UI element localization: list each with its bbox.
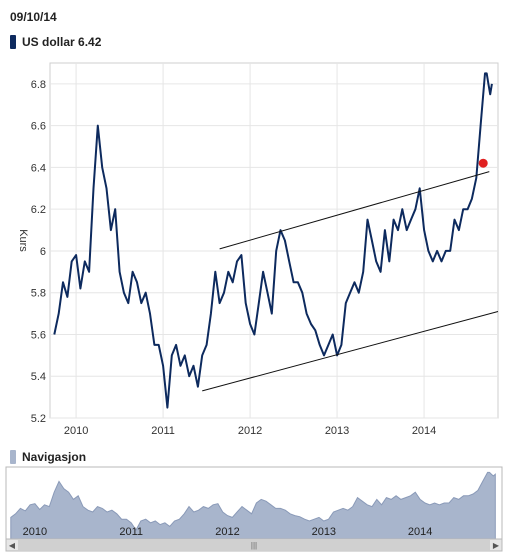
trendline xyxy=(202,311,499,392)
legend-swatch xyxy=(10,35,16,49)
series-line xyxy=(53,72,493,409)
scrollbar-grip-icon: ||| xyxy=(251,541,257,550)
trendline xyxy=(219,171,490,250)
x-tick-label: 2010 xyxy=(64,425,88,437)
scroll-left-icon: ◀ xyxy=(9,541,16,550)
navigator-tick-label: 2011 xyxy=(119,526,143,538)
main-chart[interactable]: 5.2 5.4 5.6 5.8 6 6.2 6.4 6.6 6.8 2010 2011 2012 201… xyxy=(0,0,508,445)
y-tick-label: 6.4 xyxy=(31,162,46,174)
y-tick-label: 6.2 xyxy=(31,204,46,216)
y-tick-label: 6.6 xyxy=(31,121,46,133)
navigator-swatch xyxy=(10,450,16,464)
x-tick-label: 2013 xyxy=(325,425,349,437)
legend-text: US dollar 6.42 xyxy=(22,35,101,49)
current-value-marker xyxy=(478,158,488,168)
navigator-tick-label: 2012 xyxy=(215,526,239,538)
navigator-scrollbar-thumb xyxy=(18,540,490,550)
y-tick-label: 6.8 xyxy=(31,79,46,91)
x-tick-label: 2014 xyxy=(412,425,436,437)
y-tick-label: 5.4 xyxy=(31,371,46,383)
legend[interactable]: US dollar 6.42 xyxy=(10,35,101,49)
legend-latest-value: 6.42 xyxy=(78,35,102,49)
y-tick-label: 5.6 xyxy=(31,329,46,341)
navigator-label: Navigasjon xyxy=(22,450,87,464)
legend-series-name: US dollar xyxy=(22,35,75,49)
y-tick-label: 5.8 xyxy=(31,288,46,300)
navigator-tick-label: 2010 xyxy=(23,526,47,538)
navigator-chart[interactable]: 2010 2011 2012 2013 2014 ||| ◀ ▶ xyxy=(0,459,508,559)
navigator-area-series xyxy=(10,471,496,540)
date-label: 09/10/14 xyxy=(10,10,57,24)
scroll-right-icon: ▶ xyxy=(493,541,500,550)
plot-area xyxy=(49,62,499,419)
y-tick-label: 5.2 xyxy=(31,413,46,425)
y-axis-label: Kurs xyxy=(17,229,29,252)
navigator-tick-label: 2014 xyxy=(408,526,432,538)
y-tick-label: 6 xyxy=(40,246,46,258)
navigator-title: Navigasjon xyxy=(10,450,86,464)
x-tick-label: 2011 xyxy=(151,425,175,437)
navigator-tick-label: 2013 xyxy=(312,526,336,538)
x-tick-label: 2012 xyxy=(238,425,262,437)
